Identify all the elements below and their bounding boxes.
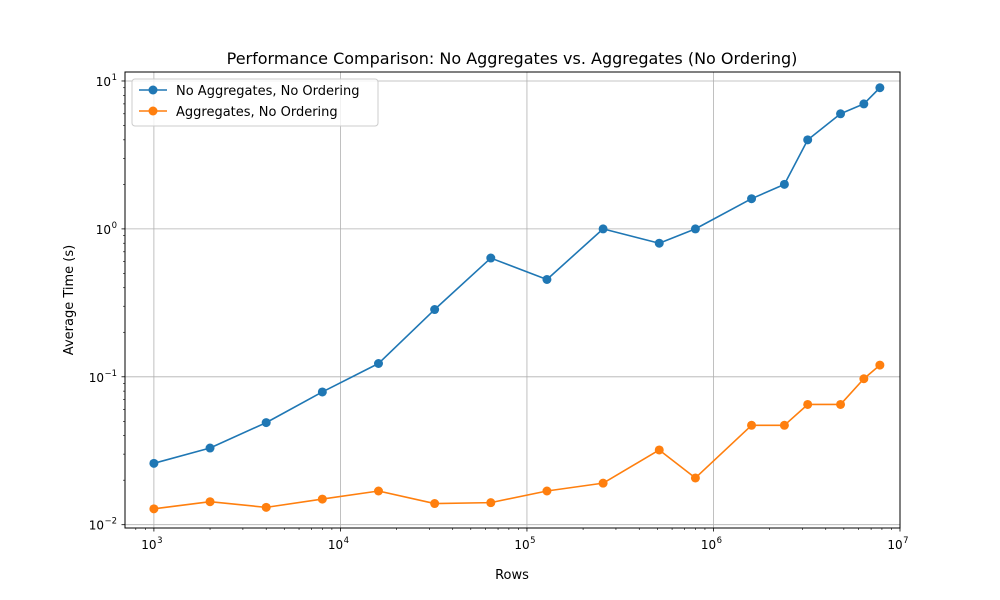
x-tick-label: 104 xyxy=(328,536,349,552)
data-point xyxy=(747,420,757,430)
data-point xyxy=(317,494,327,504)
x-tick-label: 103 xyxy=(141,536,162,552)
data-point xyxy=(836,399,846,409)
data-point xyxy=(859,99,869,109)
data-point xyxy=(373,486,383,496)
data-point xyxy=(875,360,885,370)
data-point xyxy=(654,445,664,455)
legend-marker-no-aggregates xyxy=(148,85,158,95)
legend-box xyxy=(131,78,379,127)
data-point xyxy=(859,374,869,384)
grid xyxy=(125,72,901,528)
legend: No Aggregates, No Ordering Aggregates, N… xyxy=(131,78,379,127)
data-point xyxy=(779,179,789,189)
data-point xyxy=(542,486,552,496)
legend-label-aggregates: Aggregates, No Ordering xyxy=(176,105,338,120)
data-point xyxy=(373,358,383,368)
data-point xyxy=(149,504,159,514)
legend-label-no-aggregates: No Aggregates, No Ordering xyxy=(176,84,359,99)
x-axis-label: Rows xyxy=(495,568,529,583)
x-tick-label: 106 xyxy=(701,536,722,552)
data-point xyxy=(205,443,215,453)
data-point xyxy=(598,478,608,488)
y-axis-ticks: 10−2 10−1 100 101 xyxy=(89,73,125,533)
data-point xyxy=(261,418,271,428)
y-tick-label: 10−2 xyxy=(89,517,117,533)
y-tick-label: 100 xyxy=(96,221,117,237)
series-line xyxy=(153,364,881,510)
data-point xyxy=(747,194,757,204)
data-point xyxy=(261,502,271,512)
y-tick-label: 101 xyxy=(96,73,117,89)
y-axis-label: Average Time (s) xyxy=(62,245,77,355)
data-point xyxy=(690,224,700,234)
data-point xyxy=(317,387,327,397)
data-point xyxy=(803,399,813,409)
data-point xyxy=(486,253,496,263)
y-tick-label: 10−1 xyxy=(89,369,117,385)
data-point xyxy=(205,497,215,507)
data-point xyxy=(654,238,664,248)
x-tick-label: 107 xyxy=(887,536,908,552)
plot-frame xyxy=(124,71,901,529)
legend-marker-aggregates xyxy=(148,106,158,116)
data-point xyxy=(430,305,440,315)
series-2 xyxy=(149,360,885,514)
series-layer xyxy=(149,83,885,514)
data-point xyxy=(779,420,789,430)
data-point xyxy=(486,498,496,508)
series-1 xyxy=(149,83,885,468)
data-point xyxy=(430,499,440,509)
x-axis-ticks: 103 104 105 106 107 xyxy=(135,528,909,552)
data-point xyxy=(598,224,608,234)
data-point xyxy=(542,274,552,284)
data-point xyxy=(803,135,813,145)
series-line xyxy=(153,87,881,465)
chart-title: Performance Comparison: No Aggregates vs… xyxy=(227,49,798,68)
data-point xyxy=(149,458,159,468)
data-point xyxy=(690,473,700,483)
x-tick-label: 105 xyxy=(514,536,535,552)
data-point xyxy=(875,83,885,93)
data-point xyxy=(836,109,846,119)
